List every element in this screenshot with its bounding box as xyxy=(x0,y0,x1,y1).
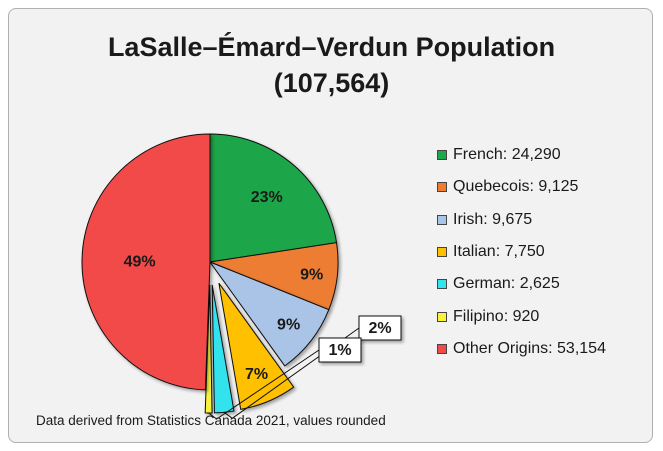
data-label-italian: 7% xyxy=(245,366,268,383)
legend-item-quebecois: Quebecois: 9,125 xyxy=(437,171,606,203)
source-note: Data derived from Statistics Canada 2021… xyxy=(36,413,386,428)
legend-item-german: German: 2,625 xyxy=(437,268,606,300)
callout-box-filipino xyxy=(318,337,362,363)
data-label-irish: 9% xyxy=(277,317,300,334)
legend-label-german: German: 2,625 xyxy=(453,275,560,293)
leader-line-german xyxy=(223,327,360,419)
pie-slice-filipino xyxy=(204,284,213,414)
data-label-french: 23% xyxy=(251,189,283,206)
pie-slice-french xyxy=(209,133,338,263)
legend-swatch-italian xyxy=(437,247,447,258)
callout-box-german xyxy=(358,315,402,341)
legend-swatch-french xyxy=(437,150,447,161)
legend-label-quebecois: Quebecois: 9,125 xyxy=(453,178,579,196)
legend-label-french: French: 24,290 xyxy=(453,146,561,164)
legend-swatch-other-origins xyxy=(437,343,447,354)
legend-swatch-filipino xyxy=(437,311,447,322)
leader-line-filipino xyxy=(208,349,320,420)
legend-label-irish: Irish: 9,675 xyxy=(453,210,533,228)
legend-swatch-irish xyxy=(437,214,447,225)
legend-item-irish: Irish: 9,675 xyxy=(437,204,606,236)
chart-subtitle: (107,564) xyxy=(273,68,390,98)
pie-slice-other-origins xyxy=(81,133,211,391)
chart-title: LaSalle–Émard–Verdun Population xyxy=(107,32,556,62)
legend-label-filipino: Filipino: 920 xyxy=(453,307,540,325)
legend-item-filipino: Filipino: 920 xyxy=(437,300,606,332)
legend-item-french: French: 24,290 xyxy=(437,139,606,171)
legend-item-other-origins: Other Origins: 53,154 xyxy=(437,333,606,365)
data-label-other-origins: 49% xyxy=(124,254,156,271)
legend-swatch-quebecois xyxy=(437,182,447,193)
legend: French: 24,290 Quebecois: 9,125 Irish: 9,6… xyxy=(437,139,606,365)
legend-label-italian: Italian: 7,750 xyxy=(453,243,545,261)
pie-slice-irish xyxy=(208,260,330,367)
legend-item-italian: Italian: 7,750 xyxy=(437,236,606,268)
legend-swatch-german xyxy=(437,279,447,290)
data-label-quebecois: 9% xyxy=(300,267,323,284)
data-label-german: 2% xyxy=(368,320,391,337)
legend-label-other-origins: Other Origins: 53,154 xyxy=(453,339,606,357)
pie-slice-italian xyxy=(218,282,295,410)
data-label-filipino: 1% xyxy=(328,342,351,359)
